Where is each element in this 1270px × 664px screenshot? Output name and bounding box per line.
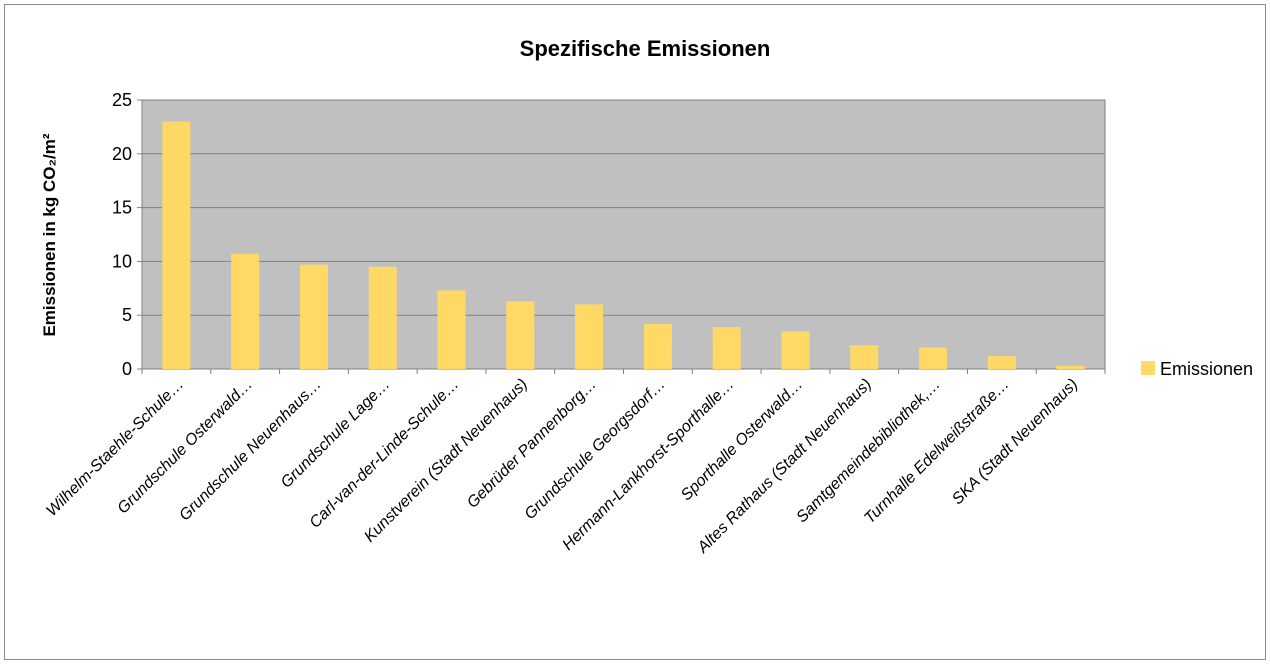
bar — [1056, 365, 1085, 369]
x-tick-label: Samtgemeindebibliothek,… — [793, 376, 943, 526]
legend: Emissionen — [1141, 359, 1253, 379]
chart-title: Spezifische Emissionen — [520, 36, 771, 61]
bar — [712, 327, 741, 369]
bar — [231, 253, 260, 369]
bar — [643, 323, 672, 369]
x-tick-label: Turnhalle Edelweißstraße… — [861, 376, 1012, 527]
y-tick-label: 20 — [112, 144, 132, 164]
y-tick-label: 15 — [112, 198, 132, 218]
bar — [919, 347, 948, 369]
x-tick-label: Wilhelm-Staehle-Schule… — [43, 376, 187, 520]
bar — [850, 345, 879, 369]
plot-background — [141, 99, 1106, 370]
plot-area: 0510152025Wilhelm-Staehle-Schule…Grundsc… — [43, 90, 1106, 557]
bar — [575, 304, 604, 369]
y-tick-label: 25 — [112, 90, 132, 110]
legend-label: Emissionen — [1160, 359, 1253, 379]
x-tick-label: Grundschule Georgsdorf… — [521, 376, 668, 523]
x-tick-label: SKA (Stadt Neuenhaus) — [949, 376, 1081, 508]
y-tick-label: 5 — [122, 305, 132, 325]
x-tick-label: Gebrüder Pannenborg… — [464, 376, 600, 512]
y-axis-label: Emissionen in kg CO₂/m² — [40, 133, 59, 336]
bar — [368, 266, 397, 369]
bar — [506, 301, 535, 369]
bar — [299, 264, 328, 369]
x-tick-label: Carl-van-der-Linde-Schule… — [307, 376, 463, 532]
x-tick-label: Sporthalle Osterwald… — [678, 376, 806, 504]
bar — [987, 356, 1016, 369]
bar — [781, 331, 810, 369]
legend-swatch — [1141, 361, 1155, 375]
y-tick-label: 10 — [112, 251, 132, 271]
bar — [437, 290, 466, 369]
bar — [162, 121, 191, 370]
x-tick-label: Grundschule Osterwald… — [114, 376, 256, 518]
y-tick-label: 0 — [122, 359, 132, 379]
x-tick-label: Grundschule Neuenhaus… — [176, 376, 325, 525]
